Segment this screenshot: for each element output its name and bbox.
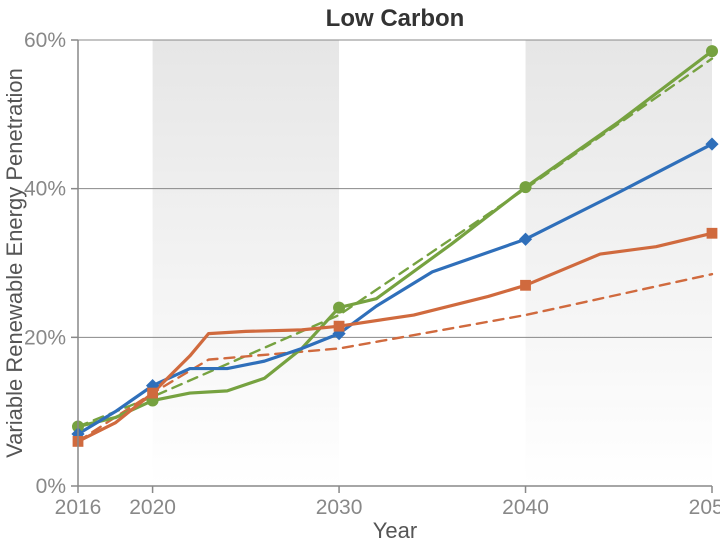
marker-square	[707, 228, 718, 239]
x-tick-label: 2016	[55, 496, 102, 519]
x-tick-label: 2040	[502, 496, 549, 519]
y-axis-label: Variable Renewable Energy Penetration	[2, 68, 27, 458]
shaded-band	[153, 40, 339, 486]
chart-container: 2016 2020 2030 2040 2050 0% 20% 40% 60% Low Carbo…	[0, 0, 720, 542]
marker-circle	[333, 302, 345, 314]
marker-square	[520, 280, 531, 291]
marker-square	[334, 321, 345, 332]
x-tick-label: 2030	[316, 496, 363, 519]
chart-title: Low Carbon	[326, 5, 465, 32]
y-tick-label: 60%	[24, 29, 66, 52]
chart-svg: 2016 2020 2030 2040 2050 0% 20% 40% 60% Low Carbo…	[0, 0, 720, 542]
marker-square	[147, 388, 158, 399]
x-axis-label: Year	[373, 518, 417, 542]
marker-circle	[520, 181, 532, 193]
x-tick-label: 2050	[689, 496, 720, 519]
shaded-band	[526, 40, 712, 486]
y-tick-label: 20%	[24, 326, 66, 349]
marker-circle	[706, 45, 718, 57]
x-tick-label: 2020	[129, 496, 176, 519]
y-tick-label: 0%	[36, 475, 66, 498]
y-tick-label: 40%	[24, 178, 66, 201]
